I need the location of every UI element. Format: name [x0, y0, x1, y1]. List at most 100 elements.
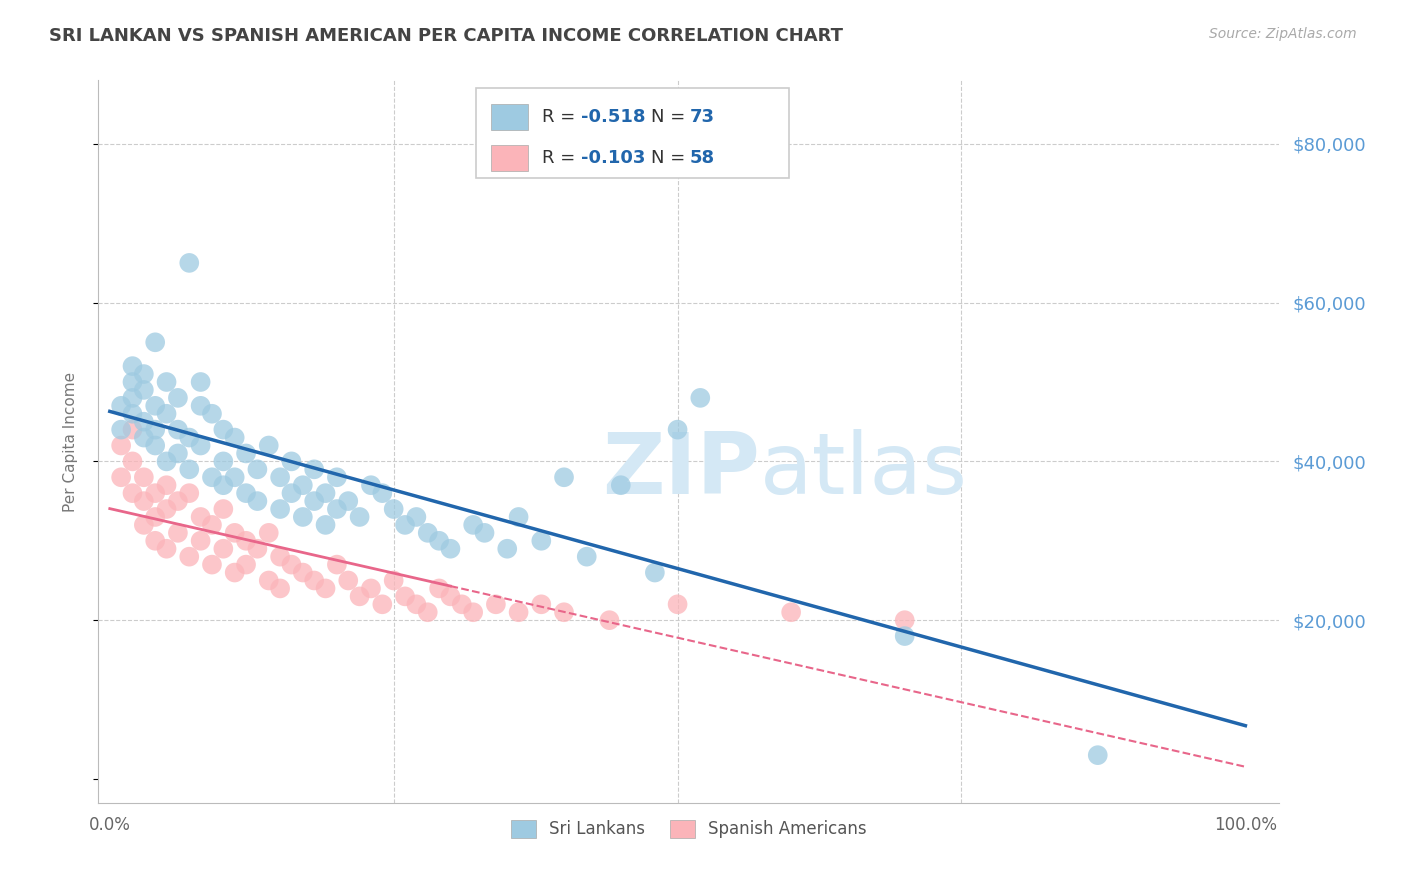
Point [349, 590, 371, 604]
Point [508, 605, 530, 619]
Point [132, 415, 155, 429]
Point [644, 566, 666, 580]
Point [315, 582, 337, 596]
Point [235, 486, 257, 500]
Point [167, 525, 190, 540]
Point [302, 462, 325, 476]
Point [496, 541, 519, 556]
Point [190, 438, 212, 452]
Point [110, 423, 132, 437]
Point [598, 613, 620, 627]
Legend: Sri Lankans, Spanish Americans: Sri Lankans, Spanish Americans [505, 813, 873, 845]
Text: 73: 73 [690, 108, 716, 126]
Point [280, 454, 302, 468]
Point [508, 510, 530, 524]
Point [190, 510, 212, 524]
Point [280, 486, 302, 500]
Point [291, 510, 314, 524]
Text: 58: 58 [690, 149, 716, 167]
Point [610, 478, 633, 492]
Point [394, 517, 416, 532]
Point [280, 558, 302, 572]
Point [132, 517, 155, 532]
Point [416, 605, 439, 619]
Point [143, 335, 166, 350]
Point [246, 494, 269, 508]
Point [155, 454, 177, 468]
Point [110, 399, 132, 413]
Point [110, 438, 132, 452]
Point [143, 533, 166, 548]
Point [530, 533, 553, 548]
Point [235, 558, 257, 572]
FancyBboxPatch shape [491, 145, 529, 170]
Point [132, 431, 155, 445]
Point [167, 494, 190, 508]
Point [179, 486, 201, 500]
Text: N =: N = [651, 108, 692, 126]
Point [893, 613, 915, 627]
Point [463, 605, 485, 619]
Point [257, 574, 280, 588]
Point [179, 549, 201, 564]
Point [179, 256, 201, 270]
Point [246, 462, 269, 476]
Point [427, 582, 450, 596]
Point [371, 597, 394, 611]
Point [224, 566, 246, 580]
Point [382, 502, 405, 516]
Point [382, 574, 405, 588]
Point [212, 478, 235, 492]
Point [269, 549, 291, 564]
Point [143, 423, 166, 437]
Point [212, 423, 235, 437]
Point [291, 566, 314, 580]
Point [780, 605, 803, 619]
Point [463, 517, 485, 532]
Point [666, 597, 689, 611]
Point [485, 597, 508, 611]
Point [893, 629, 915, 643]
Point [326, 558, 349, 572]
Point [474, 525, 496, 540]
Point [224, 431, 246, 445]
Point [132, 494, 155, 508]
Point [121, 423, 143, 437]
Text: Source: ZipAtlas.com: Source: ZipAtlas.com [1209, 27, 1357, 41]
Point [689, 391, 711, 405]
Text: atlas: atlas [759, 429, 967, 512]
Point [326, 502, 349, 516]
Point [575, 549, 598, 564]
Point [291, 478, 314, 492]
Point [553, 470, 575, 484]
Point [666, 423, 689, 437]
Point [155, 502, 177, 516]
Text: -0.518: -0.518 [582, 108, 645, 126]
Point [371, 486, 394, 500]
Point [167, 391, 190, 405]
FancyBboxPatch shape [477, 87, 789, 178]
Point [405, 510, 427, 524]
Point [132, 470, 155, 484]
Y-axis label: Per Capita Income: Per Capita Income [63, 371, 77, 512]
Point [360, 478, 382, 492]
Point [201, 558, 224, 572]
Point [155, 541, 177, 556]
Point [121, 486, 143, 500]
Point [427, 533, 450, 548]
Text: SRI LANKAN VS SPANISH AMERICAN PER CAPITA INCOME CORRELATION CHART: SRI LANKAN VS SPANISH AMERICAN PER CAPIT… [49, 27, 844, 45]
Point [326, 470, 349, 484]
Point [224, 525, 246, 540]
Point [416, 525, 439, 540]
Point [121, 454, 143, 468]
Point [155, 407, 177, 421]
Point [269, 502, 291, 516]
Text: R =: R = [543, 149, 582, 167]
Text: N =: N = [651, 149, 692, 167]
Point [201, 517, 224, 532]
Point [143, 510, 166, 524]
Point [302, 574, 325, 588]
Point [132, 367, 155, 381]
Point [110, 470, 132, 484]
Point [212, 541, 235, 556]
